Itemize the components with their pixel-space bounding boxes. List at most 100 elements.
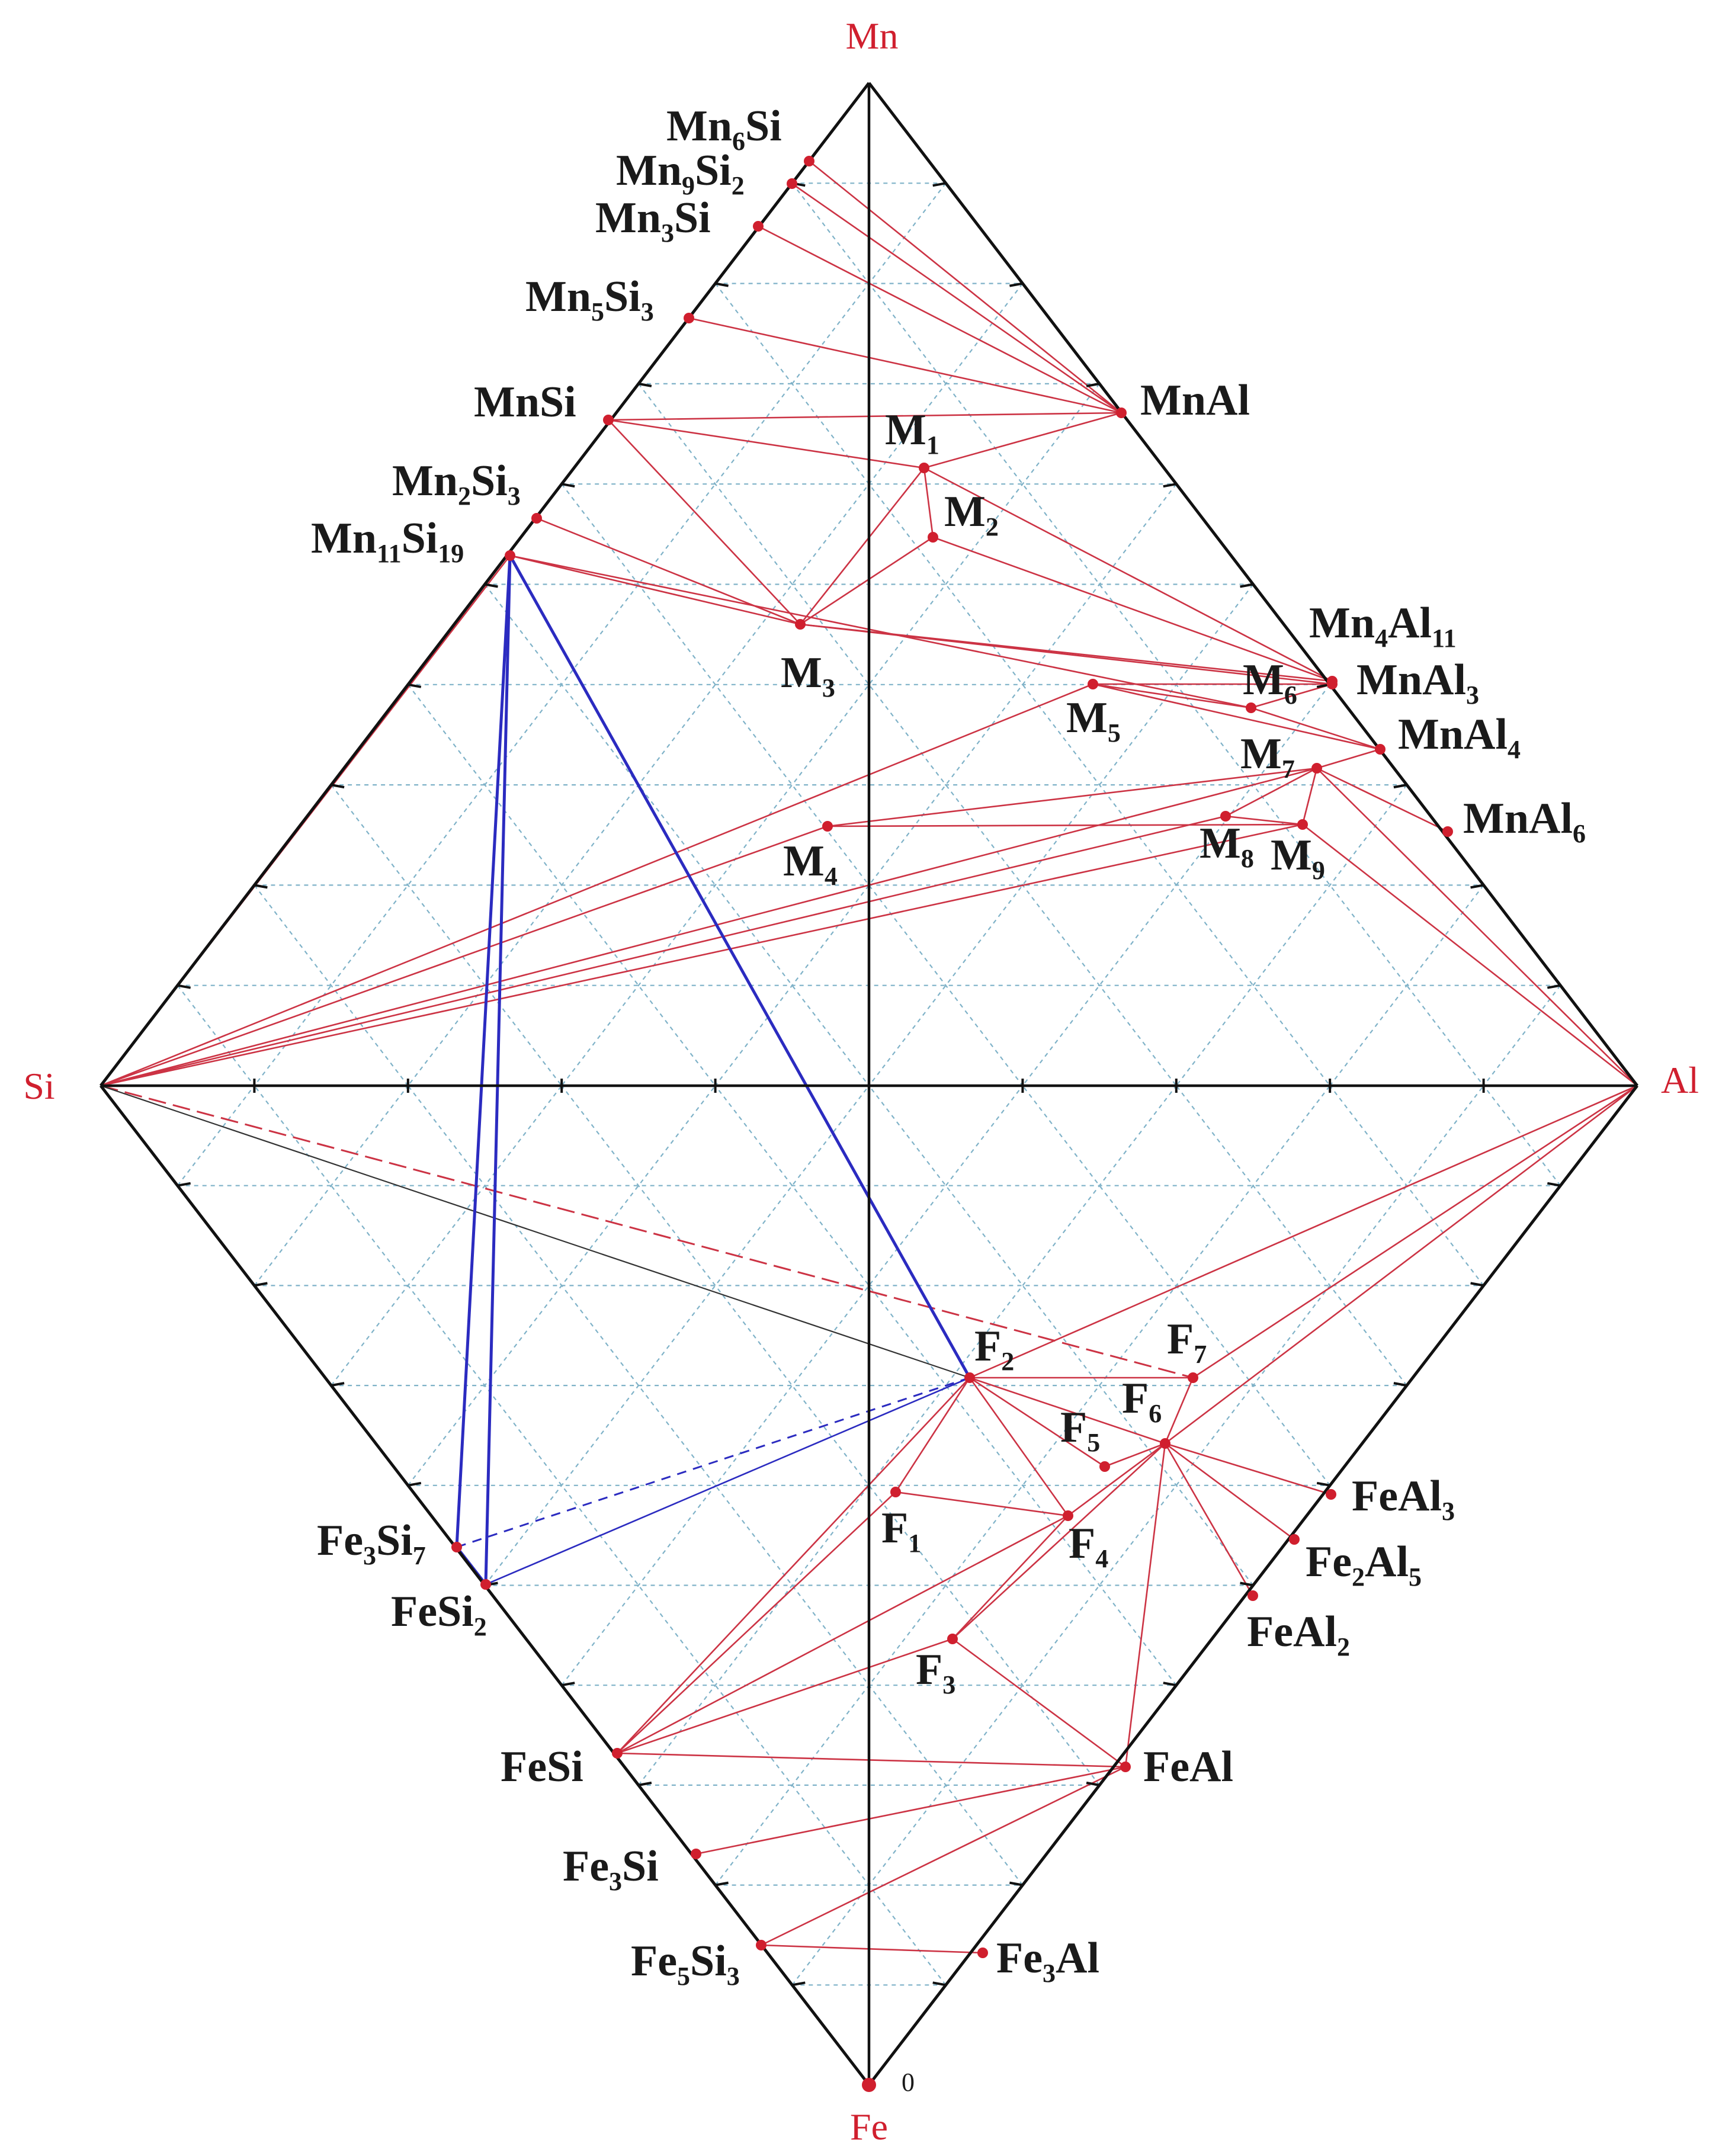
phase-label-part: 3 — [1466, 681, 1479, 710]
phase-label-part: Mn — [666, 102, 732, 150]
grid-line — [791, 182, 1484, 1086]
vertex-label-mn: Mn — [846, 15, 899, 57]
grid-line — [331, 1085, 563, 1386]
phase-label-part: 4 — [1375, 624, 1388, 653]
phase-label-m7: M7 — [1240, 730, 1295, 784]
phase-label-part: M — [1066, 694, 1108, 742]
phase-label-mnal3: MnAl3 — [1356, 656, 1479, 710]
phase-point-mn5si3 — [684, 313, 694, 323]
grid-line — [561, 1085, 1024, 1686]
tie-line-black — [100, 1085, 970, 1379]
phase-label-part: Si — [622, 1842, 659, 1891]
tie-line — [1302, 823, 1638, 1087]
phase-label-part: 3 — [1442, 1497, 1455, 1526]
phase-point-fe3al — [977, 1948, 988, 1958]
grid-line — [331, 784, 563, 1086]
phase-labels: Mn6SiMn9Si2Mn3SiMn5Si3MnSiMn2Si3Mn11Si19… — [311, 102, 1586, 1991]
axis-tick — [932, 182, 947, 187]
tie-line — [827, 767, 1317, 827]
phase-label-m9: M9 — [1271, 831, 1325, 885]
tie-line — [100, 823, 1303, 1087]
tie-line — [1250, 683, 1333, 709]
axis-tick — [1163, 1682, 1177, 1687]
axis-tick — [1086, 1781, 1100, 1786]
axis-tick — [1240, 1581, 1253, 1587]
phase-label-part: Fe — [1306, 1538, 1352, 1586]
tie-line — [800, 623, 1333, 685]
phase-label-part: F — [1060, 1403, 1087, 1452]
axis-tick — [1316, 1481, 1330, 1487]
grid-line — [638, 1085, 1177, 1786]
tie-line — [1092, 683, 1252, 709]
phase-label-feal2: FeAl2 — [1247, 1608, 1350, 1661]
phase-label-part: Fe — [631, 1937, 677, 1985]
tie-line — [932, 536, 1333, 682]
tie-line — [1316, 768, 1638, 1086]
tie-line — [969, 1377, 1166, 1445]
phase-label-f4: F4 — [1069, 1519, 1108, 1573]
tie-line — [952, 1515, 1069, 1640]
vertex-label-al: Al — [1661, 1059, 1699, 1101]
phase-label-part: 6 — [1573, 819, 1586, 848]
tie-line — [509, 554, 801, 625]
tie-line-dashed — [100, 1085, 1194, 1379]
phase-point-mn3si — [753, 221, 764, 232]
phase-point-fe — [862, 2078, 876, 2092]
phase-label-fesi2: FeSi2 — [391, 1587, 487, 1641]
phase-label-part: 6 — [732, 127, 745, 156]
phase-label-part: 3 — [822, 673, 835, 702]
phase-label-m1: M1 — [885, 406, 939, 460]
phase-label-part: 2 — [458, 482, 471, 511]
blue-tie-line-dashed — [456, 1377, 970, 1548]
axis-tick — [485, 583, 498, 588]
phase-point-mn9si2 — [787, 178, 797, 189]
tie-line — [608, 419, 801, 625]
phase-label-part: 2 — [986, 512, 999, 541]
axis-tick — [1393, 784, 1407, 789]
tie-line — [688, 317, 1122, 414]
phase-label-f6: F6 — [1122, 1374, 1162, 1428]
phase-label-part: Al — [1056, 1934, 1099, 1982]
phase-label-part: 7 — [1282, 755, 1295, 784]
phase-label-part: MnAl — [1398, 710, 1508, 759]
phase-label-part: M — [944, 487, 986, 536]
grid-line — [714, 1085, 1331, 1886]
phase-point-m9 — [1297, 819, 1308, 830]
phase-label-part: 3 — [641, 297, 654, 326]
phase-label-part: 19 — [438, 539, 464, 568]
phase-label-part: 4 — [825, 862, 838, 891]
grid-line — [177, 1085, 255, 1186]
axis-tick — [932, 1981, 947, 1987]
phase-label-part: Mn — [311, 514, 377, 563]
phase-label-part: 9 — [1312, 856, 1325, 885]
phase-label-part: 6 — [1284, 681, 1297, 710]
tie-line — [1192, 1085, 1638, 1379]
grid-line — [561, 1085, 1100, 1786]
phase-label-mn11si19: Mn11Si19 — [311, 514, 464, 568]
phase-label-part: Si — [402, 514, 438, 563]
phase-label-part: M — [885, 406, 926, 454]
tie-line — [1316, 767, 1448, 833]
tie-line — [827, 823, 1303, 827]
phase-label-f2: F2 — [974, 1322, 1014, 1376]
phase-point-feal3 — [1326, 1489, 1336, 1500]
vertex-label-fe: Fe — [850, 2106, 888, 2148]
tie-line — [1225, 767, 1317, 817]
grid-line — [1483, 985, 1561, 1086]
phase-point-mnal3 — [1327, 679, 1338, 689]
phase-point-m4 — [822, 821, 833, 832]
phase-point-f1 — [890, 1487, 901, 1497]
phase-label-part: M — [1240, 730, 1282, 778]
phase-label-mn6si: Mn6Si — [666, 102, 782, 156]
tie-line — [799, 467, 925, 625]
phase-label-part: MnSi — [474, 378, 576, 426]
axis-tick — [1547, 984, 1561, 989]
phase-label-m3: M3 — [781, 649, 835, 702]
phase-label-part: 11 — [377, 539, 402, 568]
axis-tick — [331, 1382, 345, 1387]
phase-label-part: Fe — [996, 1934, 1043, 1982]
phase-label-part: FeAl — [1247, 1608, 1337, 1656]
phase-point-f5 — [1099, 1461, 1110, 1472]
grid-line — [1175, 1085, 1407, 1386]
